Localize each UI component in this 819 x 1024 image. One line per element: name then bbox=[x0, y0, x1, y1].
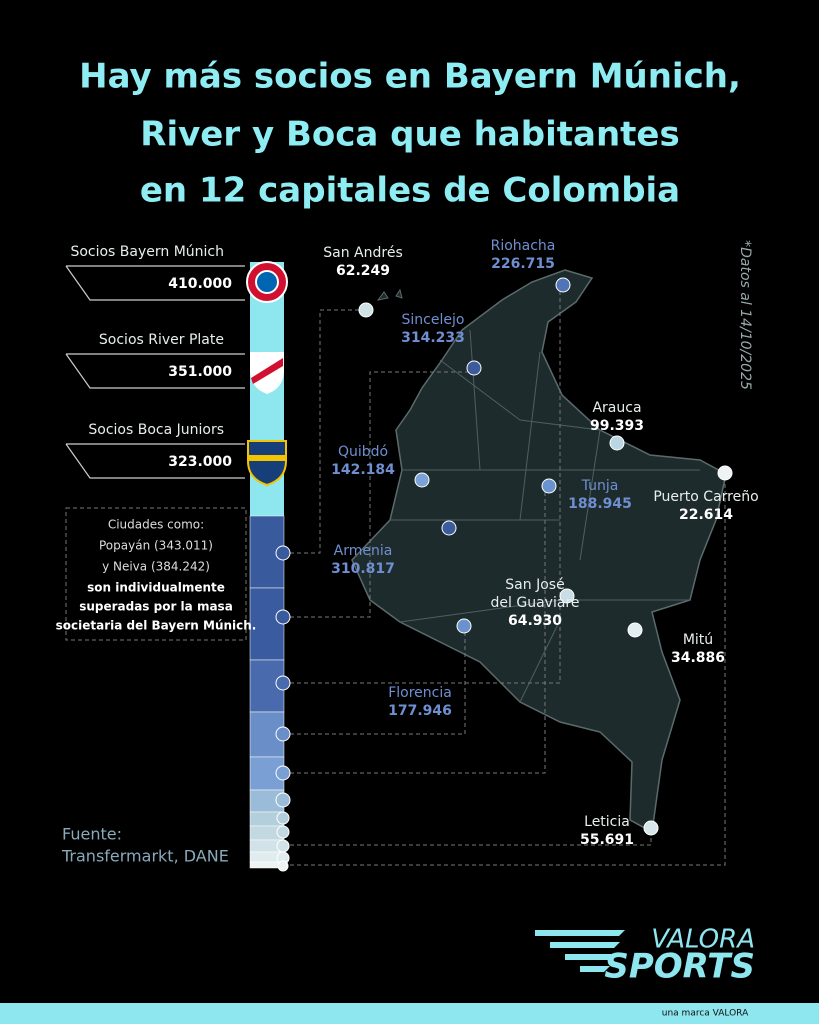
city-dot bbox=[717, 465, 733, 481]
map bbox=[351, 269, 727, 834]
club-value: 410.000 bbox=[168, 276, 232, 292]
city-dot bbox=[358, 302, 374, 318]
note-line: Popayán (343.011) bbox=[99, 539, 213, 553]
city-name: Tunja bbox=[581, 478, 619, 494]
title-line: Hay más socios en Bayern Múnich, bbox=[79, 57, 741, 97]
source-text: Transfermarkt, DANE bbox=[61, 847, 229, 866]
city-dot bbox=[541, 478, 557, 494]
city-name: San Andrés bbox=[323, 245, 402, 261]
city-population: 314.233 bbox=[401, 330, 465, 346]
club-tab bbox=[65, 265, 245, 301]
city-name: Florencia bbox=[388, 685, 452, 701]
club-tab bbox=[65, 443, 245, 479]
note-line-bold: son individualmente bbox=[87, 581, 225, 595]
city-population: 34.886 bbox=[671, 650, 725, 666]
club-label: Socios Boca Juniors bbox=[88, 422, 224, 438]
city-name: San José bbox=[505, 577, 564, 593]
city-dot bbox=[466, 360, 482, 376]
city-dot bbox=[643, 820, 659, 836]
city-population: 62.249 bbox=[336, 263, 390, 279]
club-label: Socios Bayern Múnich bbox=[70, 244, 224, 260]
city-dot bbox=[555, 277, 571, 293]
city-dot bbox=[414, 472, 430, 488]
club-logos bbox=[246, 261, 288, 487]
city-name: Armenia bbox=[334, 543, 393, 559]
city-population: 99.393 bbox=[590, 418, 644, 434]
city-dot bbox=[456, 618, 472, 634]
city-name: Sincelejo bbox=[402, 312, 465, 328]
note-line-bold: superadas por la masa bbox=[79, 600, 233, 614]
brand-line1: VALORA bbox=[651, 925, 755, 955]
club-tab bbox=[65, 353, 245, 389]
footer-text: una marca VALORA bbox=[662, 1009, 749, 1019]
note-box bbox=[65, 507, 247, 641]
city-population: 310.817 bbox=[331, 561, 395, 577]
city-name: Riohacha bbox=[491, 238, 556, 254]
city-dot bbox=[559, 588, 575, 604]
source-label: Fuente: bbox=[62, 825, 122, 844]
city-dot bbox=[627, 622, 643, 638]
city-name: Arauca bbox=[592, 400, 641, 416]
city-population: 226.715 bbox=[491, 256, 555, 272]
city-population: 55.691 bbox=[580, 832, 634, 848]
note-line-bold: societaria del Bayern Múnich. bbox=[56, 619, 257, 633]
city-name: Mitú bbox=[683, 632, 713, 648]
city-name: del Guaviare bbox=[491, 595, 580, 611]
club-label: Socios River Plate bbox=[99, 332, 224, 348]
city-dot bbox=[441, 520, 457, 536]
note-line: Ciudades como: bbox=[108, 518, 204, 532]
club-value: 323.000 bbox=[168, 454, 232, 470]
city-population: 188.945 bbox=[568, 496, 632, 512]
title-line: River y Boca que habitantes bbox=[140, 115, 679, 155]
note-line: y Neiva (384.242) bbox=[102, 560, 210, 574]
date-note: *Datos al 14/10/2025 bbox=[737, 240, 753, 390]
city-population: 177.946 bbox=[388, 703, 452, 719]
city-name: Quibdó bbox=[338, 444, 388, 460]
title-line: en 12 capitales de Colombia bbox=[140, 171, 680, 211]
city-population: 142.184 bbox=[331, 462, 395, 478]
city-name: Leticia bbox=[584, 814, 630, 830]
city-population: 64.930 bbox=[508, 613, 562, 629]
city-population: 22.614 bbox=[679, 507, 733, 523]
city-name: Puerto Carreño bbox=[653, 489, 758, 505]
city-dot bbox=[609, 435, 625, 451]
brand-logo bbox=[535, 930, 625, 972]
footer-bar bbox=[0, 1003, 819, 1024]
club-value: 351.000 bbox=[168, 364, 232, 380]
brand-line2: SPORTS bbox=[604, 947, 755, 987]
